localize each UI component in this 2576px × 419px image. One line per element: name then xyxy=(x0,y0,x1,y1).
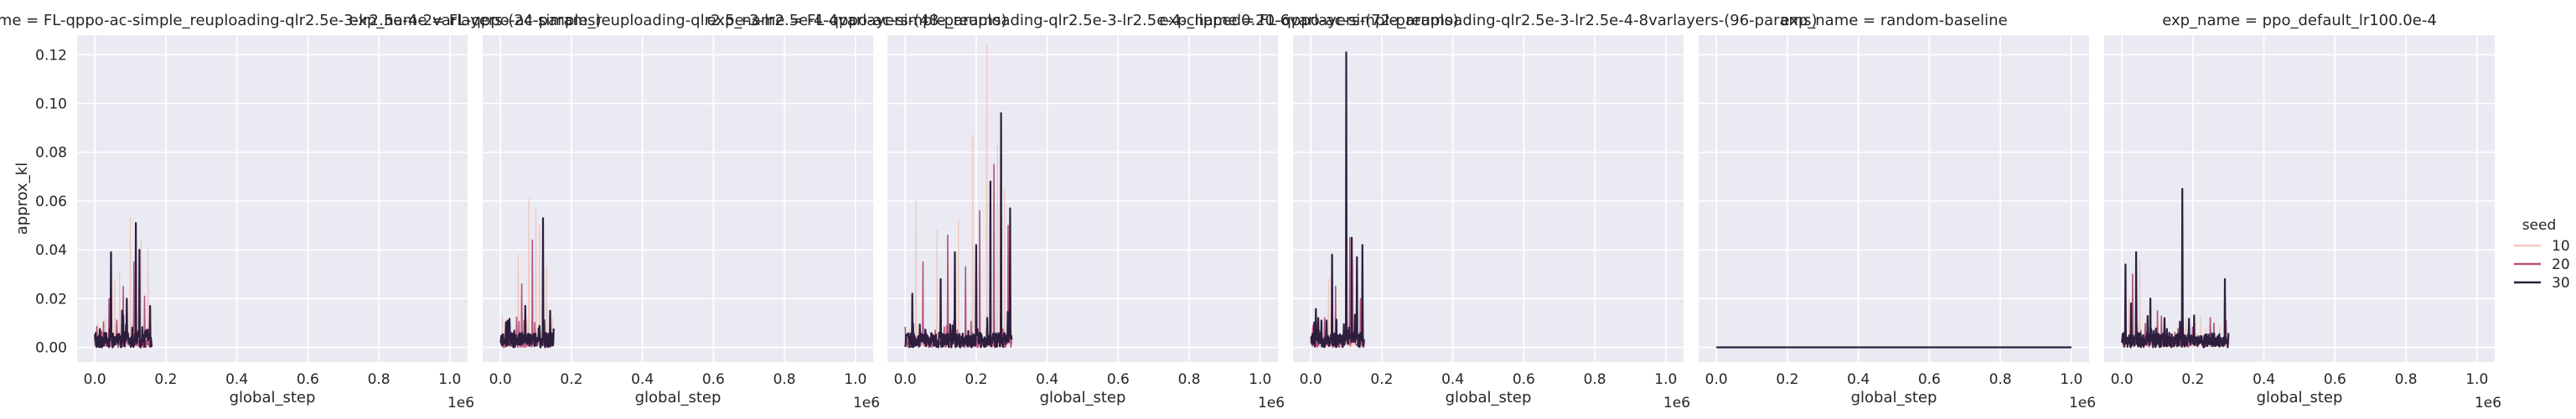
x-tick-label: 0.6 xyxy=(1107,371,1130,388)
series-line-seed-30 xyxy=(499,217,555,349)
series-line-seed-20 xyxy=(904,163,1013,349)
x-axis-label: global_step xyxy=(635,389,722,406)
facet-title: exp_name = FL-qppo-ac-simple_reuploading… xyxy=(1160,12,1818,29)
x-tick-label: 0.0 xyxy=(84,371,106,388)
x-tick-label: 1.0 xyxy=(438,371,461,388)
y-tick-label: 0.04 xyxy=(35,242,67,259)
x-tick-label: 1.0 xyxy=(2060,371,2082,388)
x-tick-label: 0.4 xyxy=(1847,371,1870,388)
x-axis-label: global_step xyxy=(1446,389,1532,406)
facet-title: exp_name = FL-qppo-ac-simple_reuploading… xyxy=(0,12,601,29)
facet-panel-3: 0.0 0.2 0.4 0.6 0.8 1.0 1e6 global_step exp_name… xyxy=(707,12,1459,411)
x-offset-label: 1e6 xyxy=(853,395,880,411)
facet-title: exp_name = FL-qppo-ac-simple_reuploading… xyxy=(707,12,1459,29)
x-tick-label: 0.4 xyxy=(631,371,654,388)
x-tick-label: 0.0 xyxy=(1705,371,1728,388)
y-tick-label: 0.08 xyxy=(35,145,67,162)
x-tick-label: 0.0 xyxy=(894,371,917,388)
facet-panel-2: 0.0 0.2 0.4 0.6 0.8 1.0 1e6 global_step exp_name… xyxy=(349,12,1007,411)
x-tick-label: 0.2 xyxy=(560,371,582,388)
legend-title: seed xyxy=(2522,217,2557,234)
x-tick-label: 0.2 xyxy=(1370,371,1393,388)
x-tick-label: 0.6 xyxy=(297,371,319,388)
legend-label-20: 20 xyxy=(2552,256,2570,273)
x-tick-label: 0.4 xyxy=(1036,371,1058,388)
y-tick-label: 0.02 xyxy=(35,291,67,308)
x-tick-label: 0.8 xyxy=(1178,371,1201,388)
series-line-seed-30 xyxy=(1310,51,1365,349)
x-offset-label: 1e6 xyxy=(1258,395,1285,411)
y-tick-label: 0.00 xyxy=(35,340,67,357)
x-tick-label: 0.8 xyxy=(1584,371,1606,388)
x-axis-label: global_step xyxy=(230,389,316,406)
x-offset-label: 1e6 xyxy=(1663,395,1690,411)
y-axis-label: approx_kl xyxy=(13,163,31,235)
x-tick-label: 1.0 xyxy=(844,371,866,388)
facet-panel-1: 0.0 0.2 0.4 0.6 0.8 1.0 0.00 0.02 0.04 0.06 0.08 0.… xyxy=(0,12,601,411)
x-tick-label: 0.6 xyxy=(1513,371,1535,388)
x-tick-label: 0.4 xyxy=(225,371,248,388)
x-axis-label: global_step xyxy=(1851,389,1937,406)
facet-title: exp_name = random-baseline xyxy=(1780,12,2007,29)
x-offset-label: 1e6 xyxy=(2069,395,2096,411)
x-tick-label: 0.0 xyxy=(2111,371,2134,388)
x-tick-label: 1.0 xyxy=(1654,371,1677,388)
x-tick-label: 0.0 xyxy=(489,371,512,388)
plot-area xyxy=(1293,35,1684,362)
legend-label-10: 10 xyxy=(2552,238,2570,255)
x-tick-label: 0.8 xyxy=(2395,371,2418,388)
x-tick-label: 0.8 xyxy=(1989,371,2012,388)
x-tick-label: 0.6 xyxy=(702,371,725,388)
x-tick-label: 1.0 xyxy=(1249,371,1271,388)
series-line-seed-30 xyxy=(904,112,1013,349)
x-tick-label: 0.4 xyxy=(1441,371,1464,388)
x-tick-label: 0.2 xyxy=(2181,371,2204,388)
facet-panel-6: 0.0 0.2 0.4 0.6 0.8 1.0 1e6 global_step exp_name… xyxy=(2104,12,2501,411)
x-tick-label: 0.2 xyxy=(1776,371,1798,388)
y-tick-label: 0.12 xyxy=(35,47,67,64)
facet-panel-4: 0.0 0.2 0.4 0.6 0.8 1.0 1e6 global_step exp_name… xyxy=(1160,12,1818,411)
x-tick-label: 1.0 xyxy=(2465,371,2488,388)
x-tick-label: 0.2 xyxy=(965,371,987,388)
plot-area xyxy=(77,35,468,362)
legend-label-30: 30 xyxy=(2552,275,2570,292)
x-offset-label: 1e6 xyxy=(2475,395,2501,411)
x-tick-label: 0.2 xyxy=(154,371,177,388)
x-axis-label: global_step xyxy=(1040,389,1126,406)
facet-panel-5: 0.0 0.2 0.4 0.6 0.8 1.0 1e6 global_step exp_name… xyxy=(1699,12,2096,411)
plot-area xyxy=(483,35,873,362)
y-tick-label: 0.06 xyxy=(35,194,67,210)
series-line-seed-30 xyxy=(94,222,153,349)
plot-area xyxy=(887,35,1278,362)
facet-title: exp_name = ppo_default_lr100.0e-4 xyxy=(2162,12,2437,29)
x-tick-label: 0.4 xyxy=(2253,371,2275,388)
plot-area xyxy=(2104,35,2495,362)
x-tick-label: 0.6 xyxy=(1918,371,1941,388)
x-offset-label: 1e6 xyxy=(447,395,474,411)
x-tick-label: 0.8 xyxy=(773,371,796,388)
plot-area xyxy=(1699,35,2089,362)
x-tick-label: 0.8 xyxy=(368,371,391,388)
x-tick-label: 0.0 xyxy=(1300,371,1322,388)
x-axis-label: global_step xyxy=(2257,389,2343,406)
x-tick-label: 0.6 xyxy=(2324,371,2346,388)
series-line-seed-30 xyxy=(2121,188,2230,349)
facet-title: exp_name = FL-qppo-ac-simple_reuploading… xyxy=(349,12,1007,29)
y-tick-label: 0.10 xyxy=(35,96,67,112)
